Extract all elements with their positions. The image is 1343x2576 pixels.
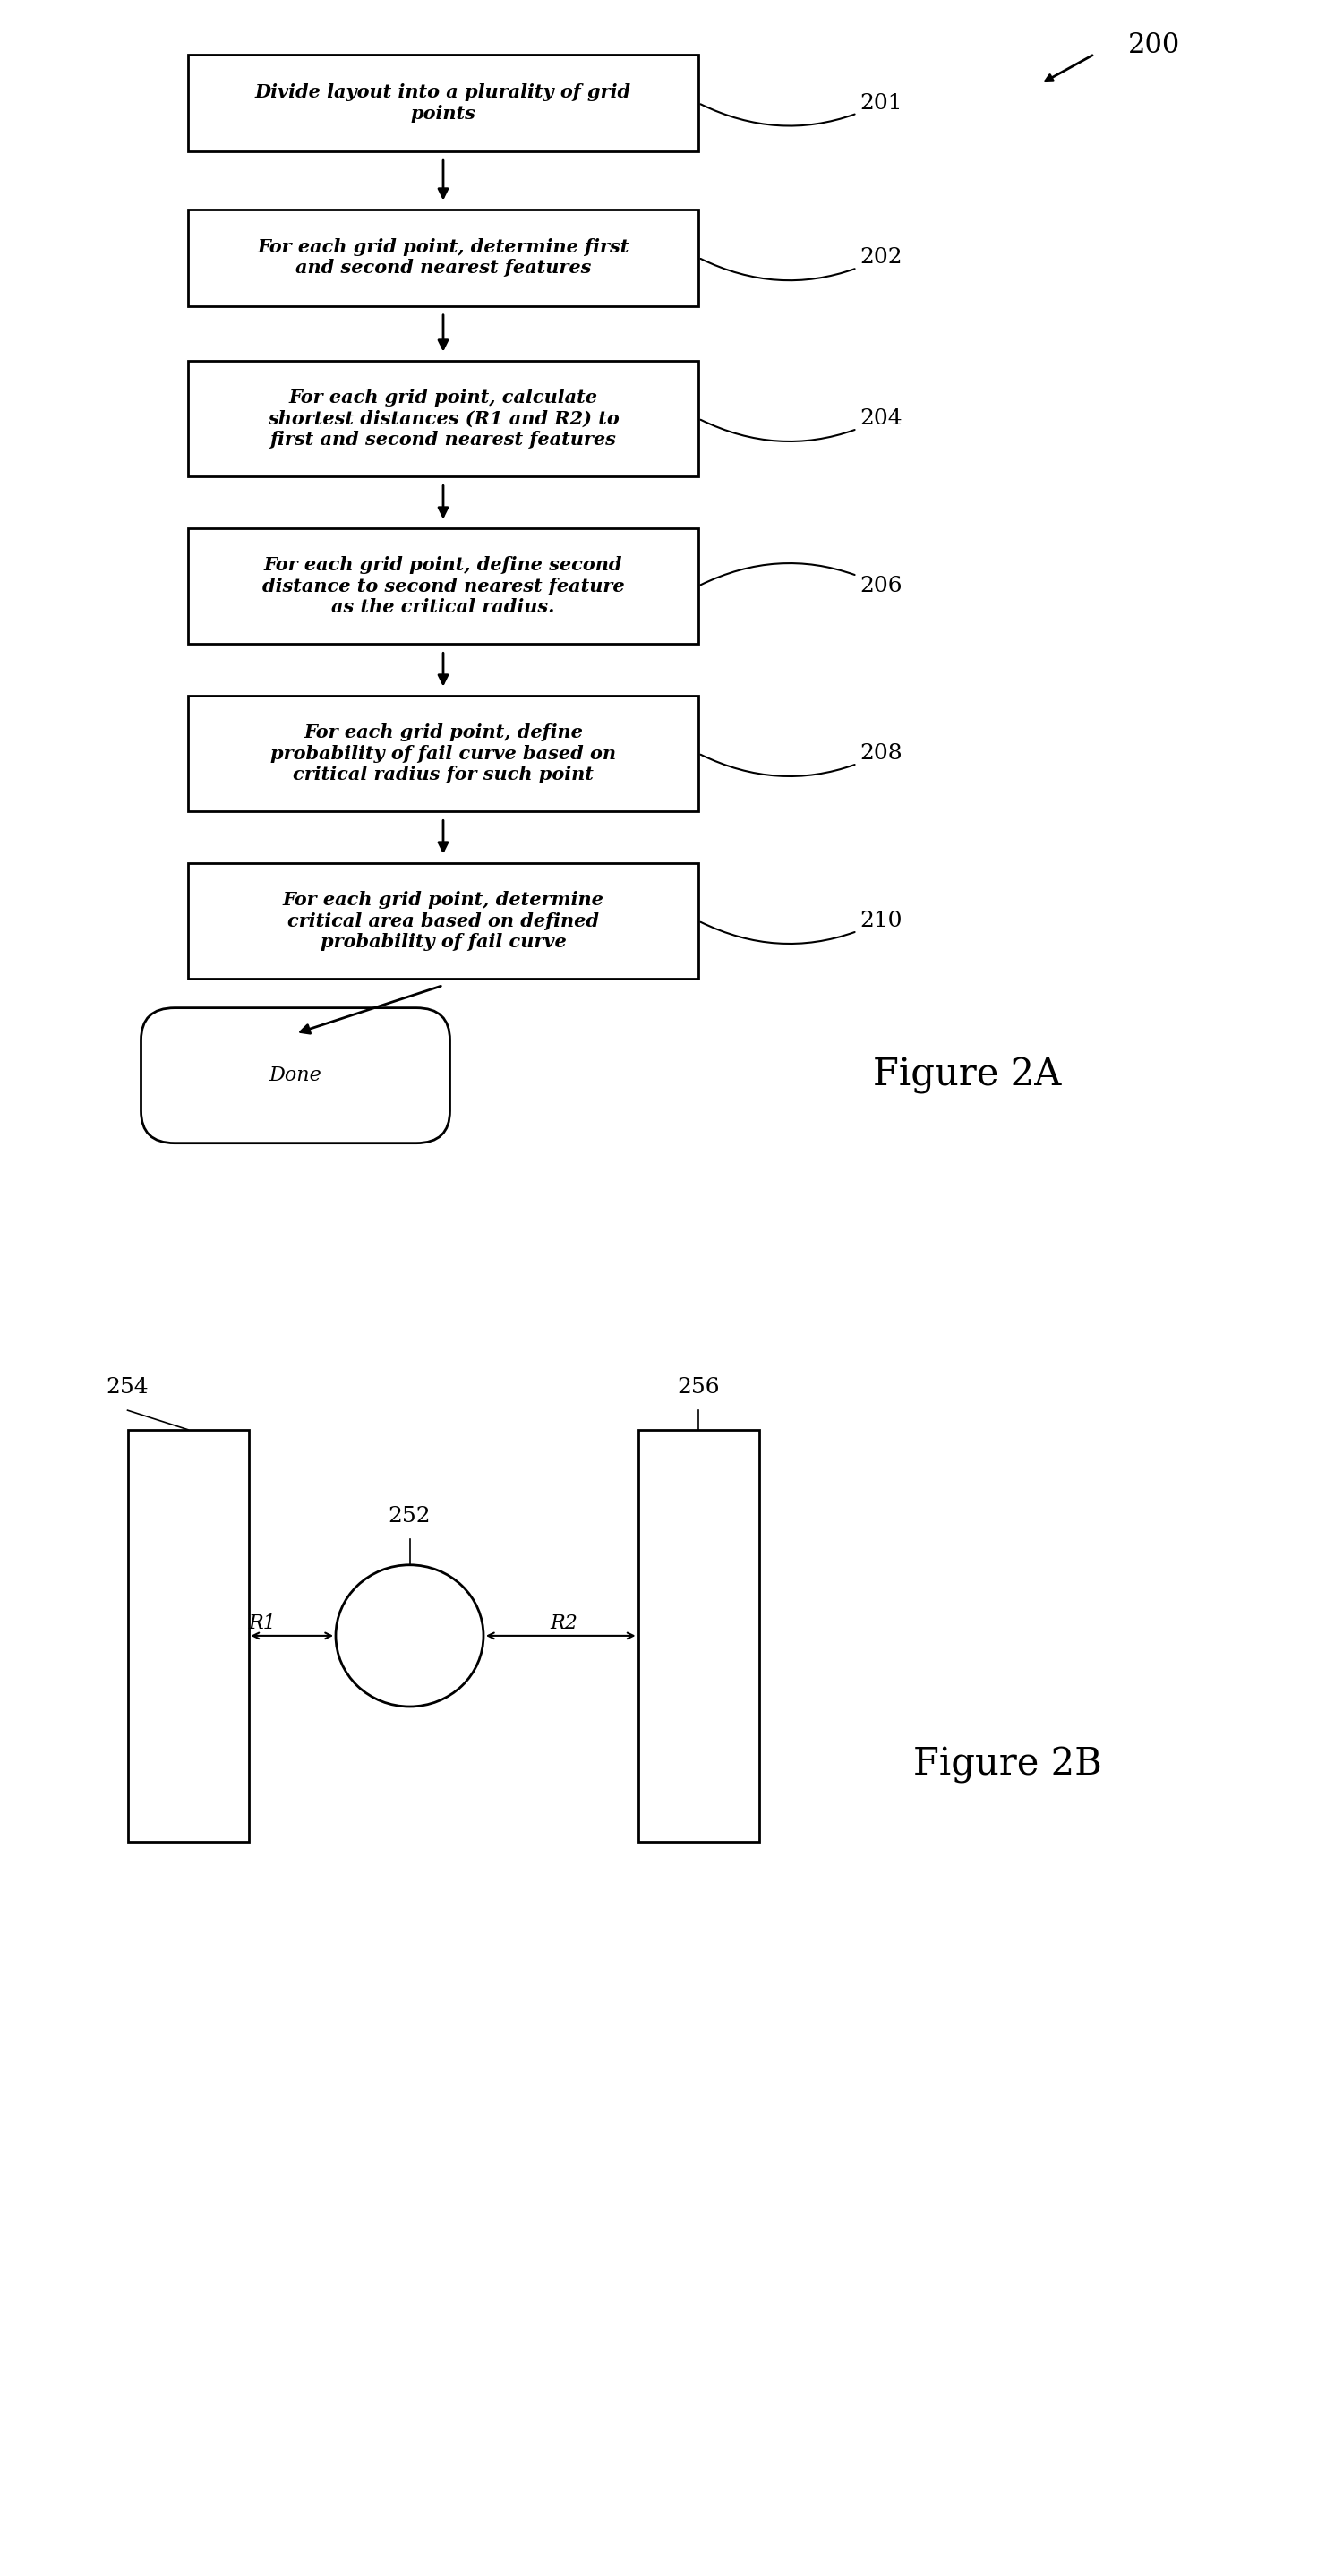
Text: 252: 252 bbox=[388, 1507, 431, 1525]
FancyBboxPatch shape bbox=[128, 1430, 248, 1842]
Text: Done: Done bbox=[269, 1066, 322, 1084]
Text: 210: 210 bbox=[701, 912, 902, 943]
FancyBboxPatch shape bbox=[141, 1007, 450, 1144]
FancyBboxPatch shape bbox=[188, 528, 698, 644]
Text: 204: 204 bbox=[701, 410, 902, 440]
FancyBboxPatch shape bbox=[188, 361, 698, 477]
FancyBboxPatch shape bbox=[188, 863, 698, 979]
FancyBboxPatch shape bbox=[188, 696, 698, 811]
Text: 200: 200 bbox=[1128, 31, 1180, 59]
Text: Divide layout into a plurality of grid
points: Divide layout into a plurality of grid p… bbox=[255, 82, 631, 124]
Text: For each grid point, determine first
and second nearest features: For each grid point, determine first and… bbox=[258, 237, 629, 278]
Text: For each grid point, calculate
shortest distances (R1 and R2) to
first and secon: For each grid point, calculate shortest … bbox=[267, 389, 619, 448]
FancyBboxPatch shape bbox=[188, 209, 698, 307]
Text: R2: R2 bbox=[551, 1613, 577, 1633]
Text: 201: 201 bbox=[701, 93, 902, 126]
Text: For each grid point, define second
distance to second nearest feature
as the cri: For each grid point, define second dista… bbox=[262, 556, 624, 616]
Text: 206: 206 bbox=[701, 564, 902, 595]
Text: 254: 254 bbox=[106, 1378, 149, 1396]
Text: 208: 208 bbox=[701, 744, 902, 775]
Text: 256: 256 bbox=[677, 1378, 720, 1396]
Text: For each grid point, determine
critical area based on defined
probability of fai: For each grid point, determine critical … bbox=[282, 891, 604, 951]
Text: 202: 202 bbox=[701, 247, 902, 281]
Text: R1: R1 bbox=[248, 1613, 275, 1633]
Circle shape bbox=[336, 1564, 483, 1708]
Text: Figure 2A: Figure 2A bbox=[873, 1056, 1061, 1095]
Text: For each grid point, define
probability of fail curve based on
critical radius f: For each grid point, define probability … bbox=[270, 724, 616, 783]
Text: Figure 2B: Figure 2B bbox=[913, 1747, 1101, 1783]
FancyBboxPatch shape bbox=[638, 1430, 759, 1842]
FancyBboxPatch shape bbox=[188, 54, 698, 152]
